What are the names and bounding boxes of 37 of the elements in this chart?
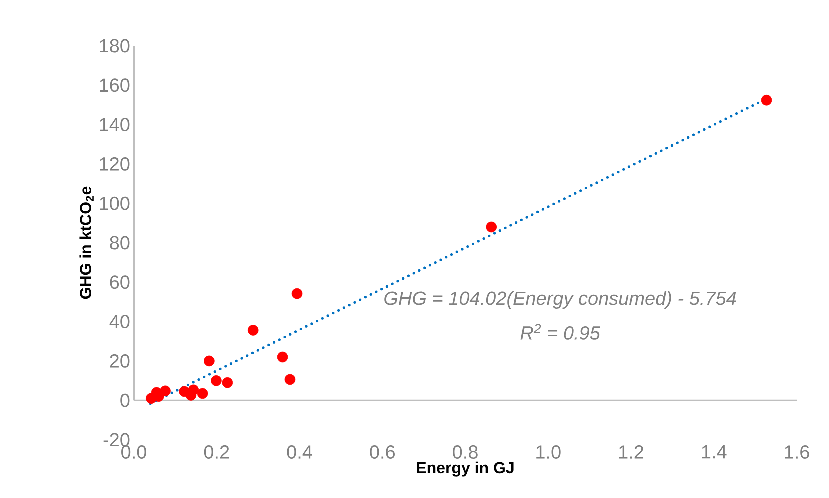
y-tick-label: 40 xyxy=(110,315,130,329)
annotation: GHG = 104.02(Energy consumed) - 5.754 xyxy=(384,291,736,309)
point xyxy=(284,374,296,386)
y-tick-label: -20 xyxy=(104,433,130,447)
y-tick-label: 160 xyxy=(100,78,130,92)
y-tick-label: 140 xyxy=(100,118,130,132)
annotation: R$^{2}$ = 0.95 xyxy=(520,324,600,340)
y-tick-label: 120 xyxy=(100,157,130,171)
x-tick-label: 0.8 xyxy=(453,446,478,459)
y-tick-label: 20 xyxy=(110,354,130,368)
point xyxy=(222,377,234,388)
x-tick-label: 1.0 xyxy=(536,446,561,459)
x-tick-label: 0.4 xyxy=(287,446,312,459)
point xyxy=(211,376,222,386)
x-tick-label: 0.2 xyxy=(204,446,230,459)
y-tick-label: 180 xyxy=(100,39,130,53)
y-tick-label: 0 xyxy=(120,394,130,408)
y-tick-label: 100 xyxy=(100,196,130,210)
x-tick-label: 1.2 xyxy=(619,446,644,459)
x-axis-title: Energy in GJ xyxy=(417,462,514,477)
point xyxy=(277,352,288,363)
point xyxy=(188,384,200,396)
x-tick-label: 0.0 xyxy=(122,446,146,459)
point xyxy=(292,288,303,300)
point xyxy=(179,386,190,398)
x-tick-label: 1.6 xyxy=(785,446,810,459)
point xyxy=(146,393,157,404)
point xyxy=(486,222,498,233)
x-tick-label: 0.6 xyxy=(370,446,395,459)
point xyxy=(204,356,215,367)
y-tick-label: 80 xyxy=(110,236,130,250)
y-axis-title: GHG in ktCO$_{2}$e xyxy=(80,186,94,300)
point xyxy=(761,94,772,106)
y-tick-label: 60 xyxy=(110,276,130,290)
x-tick-label: 1.4 xyxy=(702,446,727,459)
point xyxy=(197,388,208,400)
point xyxy=(248,325,259,336)
